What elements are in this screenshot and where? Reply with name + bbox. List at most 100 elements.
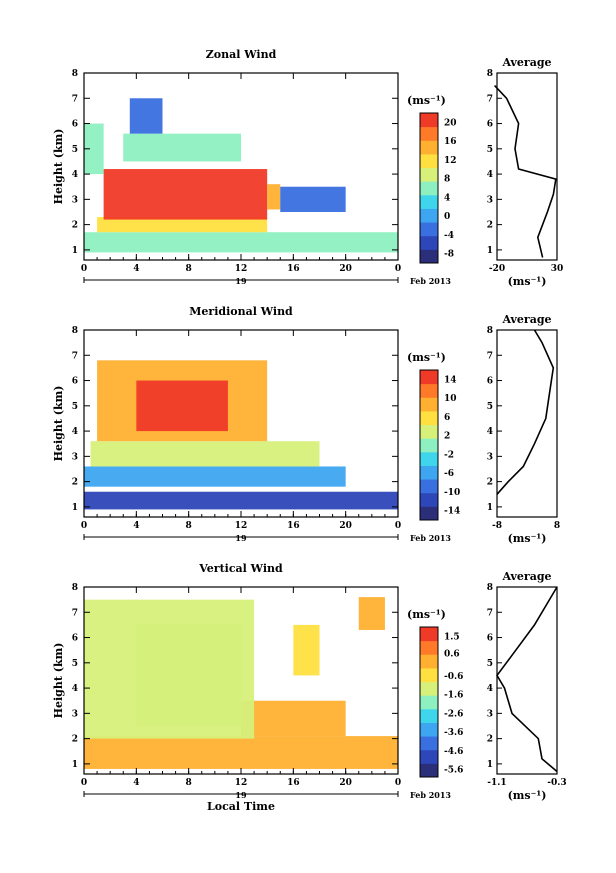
colorbar-swatch <box>420 113 438 128</box>
wind-region <box>293 624 320 676</box>
profile-y-tick-label: 2 <box>487 221 493 231</box>
profile-unit: (ms⁻¹) <box>508 275 547 288</box>
colorbar-tick-label: -4 <box>444 231 454 241</box>
colorbar-swatch <box>420 397 438 412</box>
y-tick-label: 6 <box>72 377 78 387</box>
colorbar-swatch <box>420 722 438 737</box>
profile-y-tick-label: 7 <box>487 608 493 618</box>
x-axis-label: Local Time <box>207 800 275 813</box>
wind-region <box>136 380 228 432</box>
profile-x-tick-label: -20 <box>489 264 505 274</box>
wind-region <box>84 736 398 769</box>
colorbar-swatch <box>420 438 438 453</box>
profile-y-tick-label: 3 <box>487 195 493 205</box>
colorbar-swatch <box>420 126 438 141</box>
colorbar-tick-label: -4.6 <box>444 747 463 757</box>
wind-region <box>84 123 104 175</box>
profile-y-tick-label: 6 <box>487 634 493 644</box>
colorbar-swatch <box>420 410 438 426</box>
profile-x-tick-label: 30 <box>551 264 564 274</box>
y-tick-label: 2 <box>72 221 78 231</box>
wind-region <box>84 232 398 253</box>
y-tick-label: 4 <box>72 684 78 694</box>
profile-y-tick-label: 8 <box>487 69 493 79</box>
y-tick-label: 5 <box>72 402 78 412</box>
colorbar-frame <box>419 369 439 521</box>
x-tick-label: 8 <box>186 264 192 274</box>
x-tick-label: 8 <box>186 521 192 531</box>
wind-region <box>84 466 346 487</box>
colorbar-swatch <box>420 370 438 385</box>
profile-y-tick-label: 5 <box>487 659 493 669</box>
y-tick-label: 3 <box>72 709 78 719</box>
colorbar-tick-label: -10 <box>444 488 460 498</box>
y-tick-label: 6 <box>72 120 78 130</box>
colorbar-swatch <box>420 736 438 751</box>
x-tick-label: 16 <box>287 521 300 531</box>
colorbar-swatch <box>420 749 438 764</box>
y-tick-label: 7 <box>72 351 78 361</box>
colorbar-tick-label: 8 <box>444 175 450 185</box>
profile-y-tick-label: 6 <box>487 120 493 130</box>
colorbar-swatch <box>420 222 438 237</box>
profile-title: Average <box>501 56 551 69</box>
x-tick-label: 4 <box>133 264 139 274</box>
colorbar-tick-label: 10 <box>444 394 457 404</box>
date-label: 19 <box>235 276 247 286</box>
y-tick-label: 6 <box>72 634 78 644</box>
colorbar-swatch <box>420 167 438 182</box>
colorbar-swatch <box>420 451 438 466</box>
y-tick-label: 8 <box>72 69 78 79</box>
colorbar-tick-label: -2.6 <box>444 709 463 719</box>
profile-frame <box>496 72 558 261</box>
x-tick-label: 16 <box>287 264 300 274</box>
colorbar-tick-label: 20 <box>444 118 457 128</box>
y-tick-label: 3 <box>72 452 78 462</box>
profile-y-tick-label: 4 <box>487 170 493 180</box>
wind-region <box>280 186 346 212</box>
profile-y-tick-label: 2 <box>487 478 493 488</box>
profile-x-tick-label: -1.1 <box>487 778 506 788</box>
y-axis-label: Height (km) <box>52 129 65 205</box>
x-tick-label: 0 <box>395 521 401 531</box>
profile-y-tick-label: 6 <box>487 377 493 387</box>
colorbar-swatch <box>420 383 438 398</box>
colorbar-tick-label: -0.6 <box>444 672 463 682</box>
x-tick-label: 0 <box>81 778 87 788</box>
y-tick-label: 5 <box>72 145 78 155</box>
profile-y-tick-label: 1 <box>487 760 493 770</box>
wind-region <box>358 597 385 630</box>
y-tick-label: 7 <box>72 94 78 104</box>
month-label: Feb 2013 <box>410 533 451 543</box>
x-tick-label: 20 <box>339 778 352 788</box>
colorbar-tick-label: -6 <box>444 469 454 479</box>
colorbar-swatch <box>420 208 438 223</box>
wind-region <box>136 624 241 726</box>
profile-y-tick-label: 4 <box>487 427 493 437</box>
y-tick-label: 8 <box>72 326 78 336</box>
colorbar-tick-label: 2 <box>444 432 450 442</box>
colorbar-swatch <box>420 424 438 439</box>
panel-title: Zonal Wind <box>206 48 277 61</box>
y-tick-label: 3 <box>72 195 78 205</box>
profile-unit: (ms⁻¹) <box>508 532 547 545</box>
panel-title: Vertical Wind <box>198 562 283 575</box>
wind-region <box>103 169 268 220</box>
colorbar-swatch <box>420 181 438 196</box>
x-tick-label: 20 <box>339 521 352 531</box>
profile-y-tick-label: 5 <box>487 402 493 412</box>
y-tick-label: 4 <box>72 427 78 437</box>
average-profile-line <box>494 85 557 258</box>
colorbar-tick-label: 16 <box>444 137 457 147</box>
x-tick-label: 0 <box>395 264 401 274</box>
colorbar-tick-label: 0.6 <box>444 649 460 659</box>
y-tick-label: 2 <box>72 735 78 745</box>
colorbar-tick-label: -2 <box>444 450 454 460</box>
y-tick-label: 4 <box>72 170 78 180</box>
wind-region <box>241 700 346 737</box>
colorbar-swatch <box>420 492 438 507</box>
colorbar-tick-label: -5.6 <box>444 766 463 776</box>
wind-region <box>97 217 268 233</box>
x-tick-label: 12 <box>235 778 248 788</box>
profile-y-tick-label: 1 <box>487 503 493 513</box>
